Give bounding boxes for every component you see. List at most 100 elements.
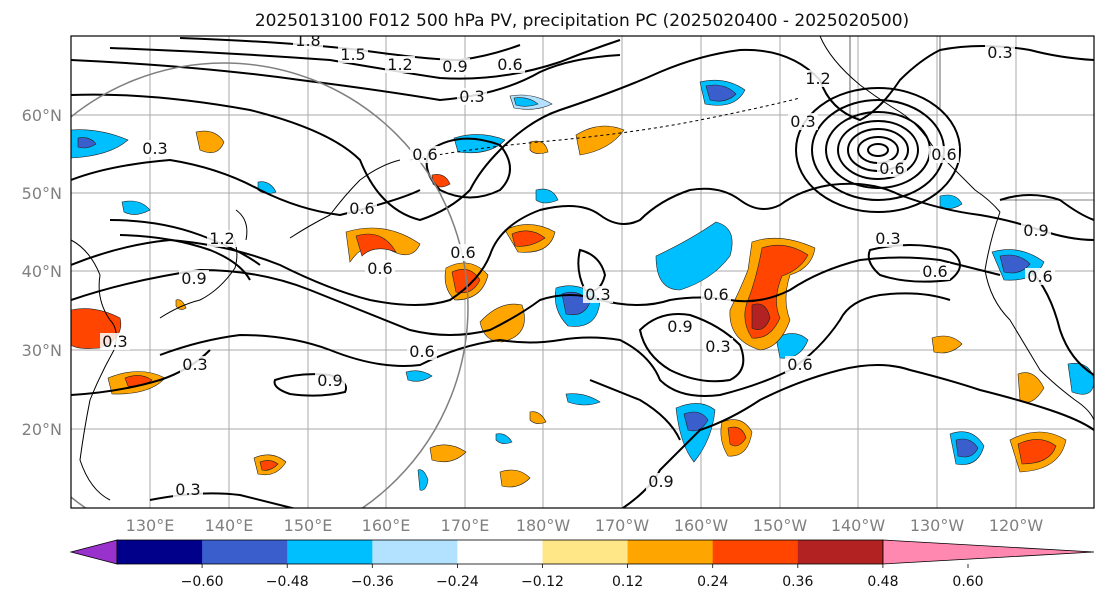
precip-blob <box>511 230 546 247</box>
colorbar-frame <box>116 539 884 565</box>
coastline-aleutians <box>409 97 801 161</box>
lon-label: 130°W <box>910 516 965 535</box>
contour-label-bg <box>785 356 815 373</box>
colorbar-tick-label: 0.60 <box>952 574 983 590</box>
contour-label-bg <box>457 88 487 105</box>
lat-label: 30°N <box>22 341 62 360</box>
longitude-labels: 130°E 140°E 150°E 160°E 170°E 180°W 170°W 160°W… <box>126 516 1044 535</box>
colorbar-segment <box>117 540 203 564</box>
contour-label-bg <box>1025 268 1055 285</box>
contour-label-bg <box>338 46 368 63</box>
colorbar-tick-label: 0.36 <box>782 574 813 590</box>
pv-contour <box>109 219 261 266</box>
pv-contour <box>837 120 919 180</box>
lon-label: 150°E <box>284 516 333 535</box>
contour-label-bg <box>929 146 959 163</box>
lon-label: 140°W <box>831 516 886 535</box>
contour-label: 0.3 <box>182 355 207 374</box>
contour-label: 0.3 <box>459 87 484 106</box>
lat-label: 50°N <box>22 184 62 203</box>
colorbar-segment <box>542 540 629 564</box>
contour-label: 0.3 <box>875 229 900 248</box>
contour-label-bg <box>803 70 833 87</box>
colorbar-extend-low <box>69 539 118 565</box>
contour-label-bg <box>877 160 907 177</box>
contour-label: 0.3 <box>585 285 610 304</box>
contour-label: 0.6 <box>497 55 522 74</box>
pv-contour <box>589 379 681 441</box>
precip-blob <box>683 411 709 432</box>
lon-label: 170°W <box>595 516 650 535</box>
colorbar-tick-label: 0.24 <box>697 574 728 590</box>
colorbar-tick-label: 0.12 <box>612 574 643 590</box>
contour-label: 0.6 <box>450 243 475 262</box>
lon-label: 180°W <box>516 516 571 535</box>
contour-label: 0.3 <box>987 43 1012 62</box>
colorbar-tick-label: −0.24 <box>436 574 479 590</box>
contour-label: 0.9 <box>648 472 673 491</box>
contour-label: 1.5 <box>340 45 365 64</box>
precip-blob <box>1017 439 1057 465</box>
contour-label-bg <box>985 44 1015 61</box>
range-circle <box>71 62 469 508</box>
contour-label: 1.8 <box>295 31 320 50</box>
precip-blob <box>955 438 979 458</box>
contour-label: 0.9 <box>442 57 467 76</box>
contour-label: 0.9 <box>667 317 692 336</box>
contour-label: 0.3 <box>790 112 815 131</box>
contour-label: 1.2 <box>387 55 412 74</box>
colorbar-segment <box>712 540 799 564</box>
contour-label-bg <box>315 372 345 389</box>
colorbar-tick-label: 0.48 <box>867 574 898 590</box>
precip-blob <box>751 303 771 330</box>
map-panel: 1.8 1.5 1.2 0.9 0.6 0.3 0.6 0.3 0.6 1.2 0.9 0.6 0.6 0… <box>22 31 1095 535</box>
contour-label-bg <box>665 318 695 335</box>
figure-title: 2025013100 F012 500 hPa PV, precipitatio… <box>255 11 909 31</box>
colorbar-extend-high <box>882 539 1095 565</box>
colorbar-segment <box>202 540 288 564</box>
map-frame <box>70 35 1095 509</box>
colorbar-segment <box>457 540 543 564</box>
precip-blob <box>355 233 397 257</box>
colorbar-segment <box>797 540 884 564</box>
contour-label-bg <box>347 200 377 217</box>
contour-label: 0.6 <box>1027 267 1052 286</box>
precip-blob <box>259 460 279 471</box>
contour-label-bg <box>920 263 950 280</box>
precip-blob <box>499 469 531 488</box>
coastline-namerica <box>984 211 1094 421</box>
precip-blob <box>535 188 559 204</box>
contour-label: 0.6 <box>367 259 392 278</box>
latitude-labels: 60°N 50°N 40°N 30°N 20°N <box>22 106 62 439</box>
lat-label: 60°N <box>22 106 62 125</box>
pv-contour <box>999 194 1094 221</box>
pv-contour <box>119 234 251 281</box>
precip-blob <box>513 97 539 107</box>
precip-blob <box>495 433 513 444</box>
contour-label: 1.2 <box>209 229 234 248</box>
contour-label: 0.6 <box>931 145 956 164</box>
contour-label-bg <box>207 230 237 247</box>
lon-label: 170°E <box>441 516 490 535</box>
contour-label: 0.6 <box>349 199 374 218</box>
coastline-kamchatka <box>289 159 401 239</box>
pv-contour <box>867 244 961 283</box>
precip-blob <box>575 125 625 156</box>
lat-label: 40°N <box>22 262 62 281</box>
contour-label-bg <box>179 270 209 287</box>
contour-label-bg <box>646 473 676 490</box>
pv-contour <box>638 313 745 383</box>
lon-label: 120°W <box>989 516 1044 535</box>
contour-label: 0.6 <box>879 159 904 178</box>
precip-blob <box>405 370 433 382</box>
lat-label: 20°N <box>22 420 62 439</box>
contour-label: 0.6 <box>412 145 437 164</box>
contour-label-bg <box>180 356 210 373</box>
precip-blob <box>77 137 97 149</box>
precip-blob <box>121 200 151 215</box>
pv-contour <box>159 292 951 397</box>
colorbar-tick-label: −0.48 <box>266 574 309 590</box>
pv-contour <box>179 37 521 62</box>
pv-contour <box>71 45 1094 222</box>
